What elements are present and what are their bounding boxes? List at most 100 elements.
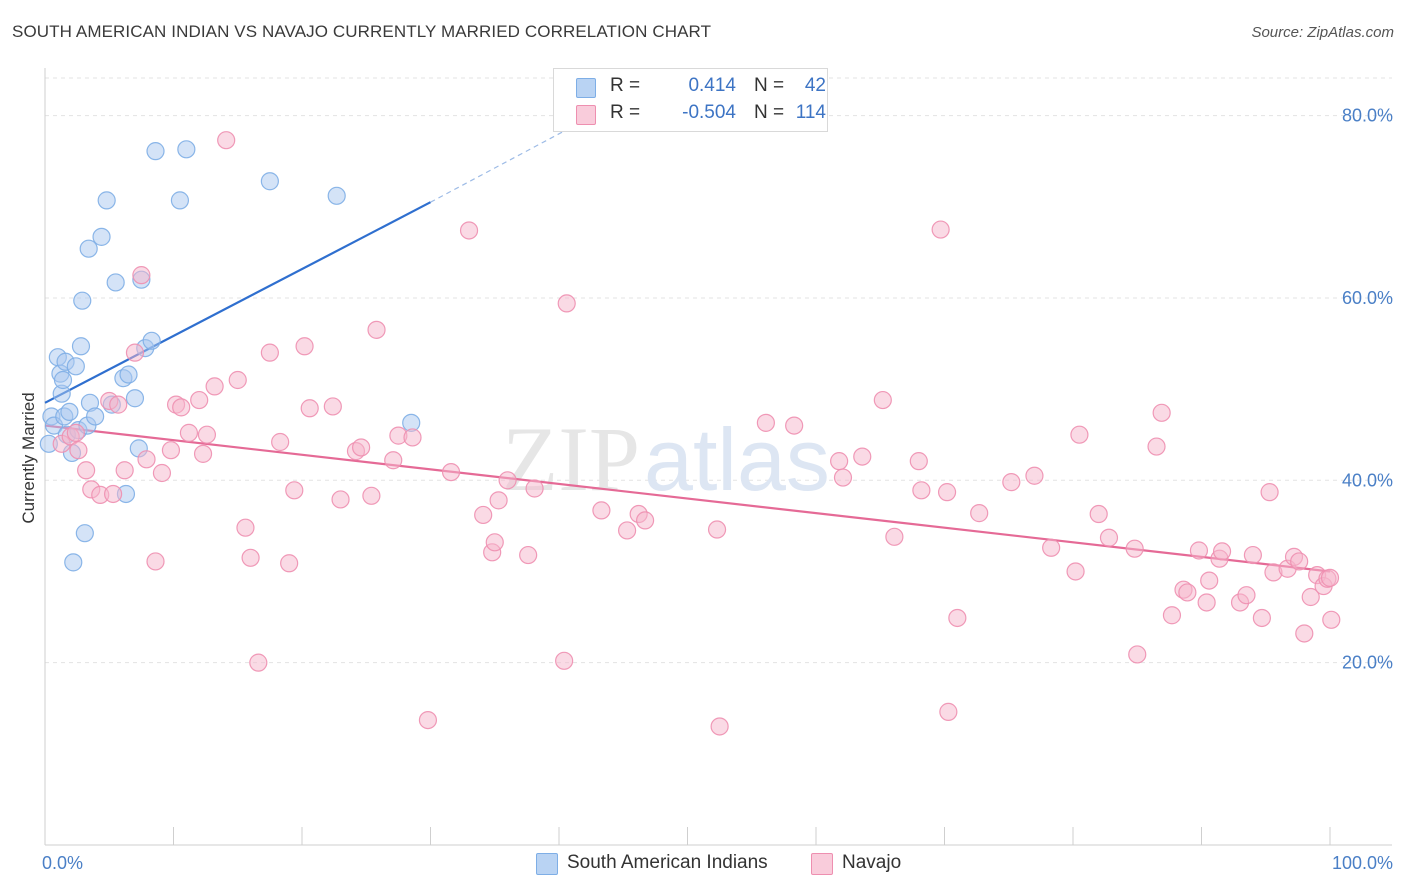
data-point	[1099, 528, 1119, 547]
data-point	[137, 450, 156, 469]
data-point	[71, 337, 91, 356]
x-tick-label-right: 100.0%	[1332, 853, 1393, 873]
data-point	[931, 220, 950, 239]
data-point	[172, 398, 191, 417]
data-point	[1178, 583, 1197, 602]
trend-line-south-american	[44, 201, 432, 404]
data-point	[853, 447, 872, 466]
data-point	[161, 441, 181, 460]
data-point	[710, 717, 729, 736]
y-tick-label: 80.0%	[1342, 106, 1393, 126]
data-point	[146, 142, 165, 161]
data-point	[459, 221, 479, 240]
data-point	[1290, 552, 1309, 571]
data-point	[125, 343, 145, 362]
data-point	[635, 511, 655, 530]
data-point	[179, 423, 199, 442]
data-point	[77, 461, 96, 480]
bottom-legend-swatch	[811, 853, 833, 875]
data-point	[132, 266, 151, 285]
data-point	[86, 407, 105, 426]
data-point	[331, 490, 350, 509]
data-point	[66, 423, 85, 442]
data-point	[948, 608, 967, 628]
data-point	[104, 484, 123, 504]
data-point	[885, 527, 904, 546]
data-point	[1089, 504, 1108, 524]
data-point	[1147, 437, 1166, 456]
data-point	[285, 481, 304, 500]
data-point	[73, 291, 92, 310]
data-point	[912, 481, 931, 500]
data-point	[939, 702, 958, 721]
axes	[44, 68, 1392, 846]
data-point	[190, 390, 209, 410]
legend-r-label: R =	[610, 75, 641, 96]
data-point	[1301, 587, 1320, 607]
data-point	[193, 444, 213, 463]
legend-n-label: N =	[754, 75, 785, 96]
data-point	[873, 390, 892, 410]
data-point	[1237, 586, 1256, 605]
data-point	[1295, 624, 1314, 643]
data-point	[1042, 538, 1061, 557]
legend-swatch-navajo	[576, 105, 596, 125]
data-point	[66, 357, 85, 376]
data-point	[295, 337, 314, 356]
legend-swatch-south-american	[576, 78, 596, 98]
data-point	[485, 533, 504, 552]
data-point	[1152, 403, 1171, 422]
data-point	[1162, 606, 1182, 625]
chart-title: SOUTH AMERICAN INDIAN VS NAVAJO CURRENTL…	[12, 22, 712, 41]
data-point	[241, 548, 260, 567]
legend-n-value: 114	[795, 102, 826, 123]
watermark-zip: ZIP	[502, 408, 640, 510]
data-point	[1322, 610, 1341, 629]
data-point	[362, 486, 381, 505]
data-point	[217, 131, 236, 150]
data-point	[119, 365, 138, 384]
data-point	[1252, 608, 1271, 628]
bottom-legend-swatch	[536, 853, 558, 875]
data-point	[323, 397, 342, 416]
series-south-american-indians	[39, 140, 421, 572]
data-point	[525, 479, 544, 498]
trend-lines	[44, 119, 1331, 573]
data-point	[1066, 562, 1085, 581]
data-point	[592, 501, 611, 520]
data-point	[75, 524, 94, 543]
data-point	[1025, 466, 1044, 485]
data-point	[474, 505, 493, 525]
y-tick-label: 60.0%	[1342, 288, 1393, 308]
stats-legend: R = 0.414 N = 42 R = -0.504 N = 114	[553, 68, 828, 132]
data-point	[115, 461, 134, 480]
series-navajo	[52, 131, 1341, 736]
data-point	[498, 471, 517, 490]
legend-r-label: R =	[610, 102, 641, 123]
data-point	[152, 463, 172, 483]
data-point	[60, 402, 79, 422]
data-point	[1320, 568, 1340, 587]
data-point	[1189, 541, 1209, 560]
data-points	[39, 131, 1341, 736]
data-point	[489, 491, 508, 510]
data-point	[384, 451, 403, 470]
data-point	[170, 191, 190, 210]
data-point	[937, 483, 957, 502]
data-point	[64, 553, 83, 572]
y-tick-label: 20.0%	[1342, 653, 1393, 673]
trend-line-navajo	[44, 424, 1331, 573]
data-point	[785, 416, 804, 435]
data-point	[367, 320, 386, 339]
data-point	[418, 710, 438, 730]
tick-labels: 20.0% 40.0% 60.0% 80.0% 0.0% 100.0%	[42, 106, 1393, 873]
data-point	[557, 294, 576, 313]
data-point	[1125, 539, 1144, 558]
legend-r-value: 0.414	[688, 75, 736, 96]
data-point	[1200, 571, 1219, 590]
bottom-legend-label: Navajo	[842, 852, 902, 873]
data-point	[1197, 593, 1216, 612]
y-axis-label: Currently Married	[19, 392, 38, 523]
data-point	[109, 395, 128, 414]
data-point	[403, 428, 422, 447]
